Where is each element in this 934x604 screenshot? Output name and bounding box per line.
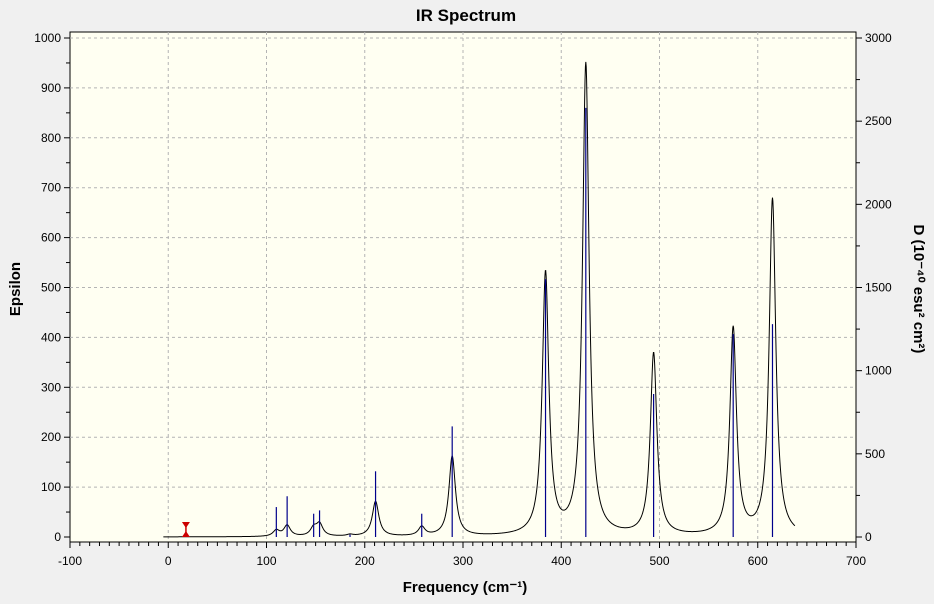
y-left-tick-label: 0 xyxy=(54,530,61,544)
y-right-tick-label: 1000 xyxy=(865,364,892,378)
y-left-tick-label: 300 xyxy=(41,380,61,394)
intensity-sticks-layer xyxy=(275,107,774,537)
y-right-tick-label: 3000 xyxy=(865,31,892,45)
x-tick-label: 200 xyxy=(355,554,375,568)
axes-layer: -100 0 100 200 300 400 500 600 700 0 100 200 300 400 5… xyxy=(34,31,892,568)
frequency-marker-layer[interactable] xyxy=(181,522,190,537)
y-right-tick-label: 1500 xyxy=(865,281,892,295)
y-right-tick-label: 2500 xyxy=(865,114,892,128)
x-tick-label: 0 xyxy=(165,554,172,568)
y-left-tick-label: 900 xyxy=(41,81,61,95)
y-right-tick-label: 2000 xyxy=(865,197,892,211)
y-right-tick-label: 500 xyxy=(865,447,885,461)
y-axis-left-label: Epsilon xyxy=(7,262,24,316)
x-tick-label: 400 xyxy=(551,554,571,568)
x-tick-label: 600 xyxy=(748,554,768,568)
y-left-tick-label: 200 xyxy=(41,430,61,444)
y-right-tick-label: 0 xyxy=(865,530,872,544)
chart-title: IR Spectrum xyxy=(416,6,516,25)
y-left-tick-label: 100 xyxy=(41,480,61,494)
frequency-marker-bottom-handle[interactable] xyxy=(181,531,190,537)
y-left-tick-label: 400 xyxy=(41,330,61,344)
x-tick-label: 700 xyxy=(846,554,866,568)
y-left-tick-label: 700 xyxy=(41,181,61,195)
y-left-tick-label: 1000 xyxy=(34,31,61,45)
y-left-tick-label: 600 xyxy=(41,231,61,245)
spectrum-curve-layer xyxy=(163,61,796,538)
y-axis-right-label: D (10⁻⁴⁰ esu² cm²) xyxy=(910,225,927,354)
x-tick-label: 300 xyxy=(453,554,473,568)
x-tick-label: 100 xyxy=(256,554,276,568)
x-tick-label: -100 xyxy=(58,554,82,568)
spectrum-curve xyxy=(163,61,796,538)
frequency-marker-top-handle[interactable] xyxy=(181,522,190,529)
x-axis-label: Frequency (cm⁻¹) xyxy=(403,579,528,596)
grid-lines xyxy=(70,32,856,542)
y-left-tick-label: 800 xyxy=(41,131,61,145)
x-tick-label: 500 xyxy=(649,554,669,568)
y-left-tick-label: 500 xyxy=(41,281,61,295)
